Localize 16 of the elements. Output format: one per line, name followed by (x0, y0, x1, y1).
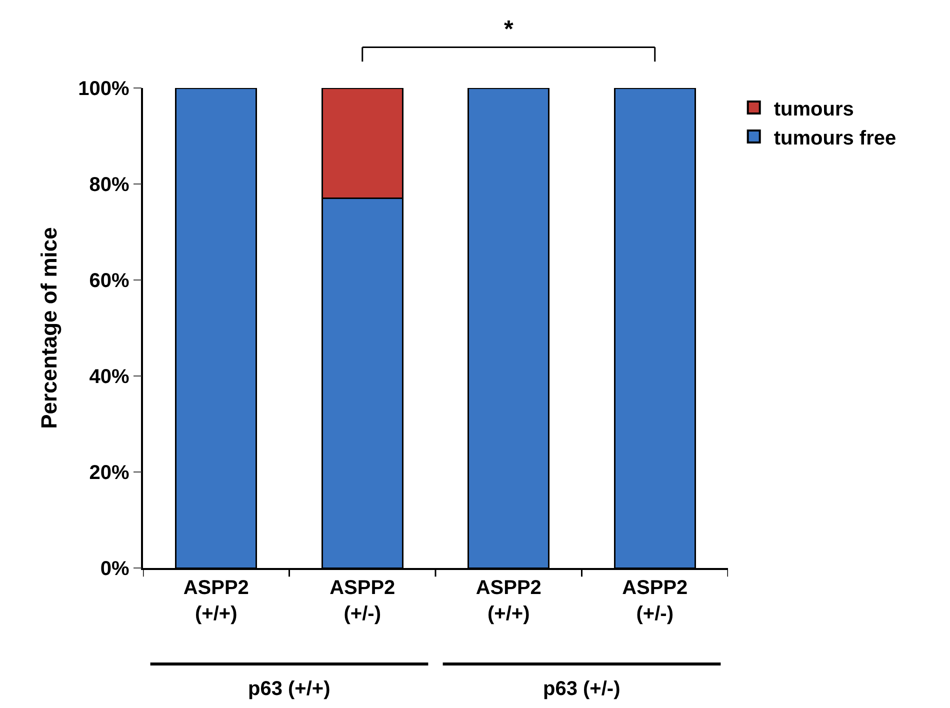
x-tick-label: ASPP2 (+/-) (622, 576, 688, 625)
y-tick-label: 0% (100, 558, 130, 580)
y-tick-label: 100% (78, 78, 130, 100)
x-tick-label: ASPP2 (+/-) (330, 576, 396, 625)
text: * (504, 16, 514, 43)
text: p63 (+/-) (543, 678, 620, 700)
legend-label: tumours free (774, 127, 896, 150)
y-tick-label: 20% (89, 462, 130, 484)
y-axis-title: Percentage of mice (36, 227, 62, 429)
x-tick-label: ASPP2 (+/+) (183, 576, 249, 625)
text: p63 (+/+) (248, 678, 330, 700)
legend-label: tumours (774, 98, 854, 120)
y-tick-label: 60% (89, 270, 130, 292)
y-tick-label: 80% (89, 174, 130, 196)
y-tick-label: 40% (89, 366, 130, 388)
x-tick-label: ASPP2 (+/+) (476, 576, 542, 625)
